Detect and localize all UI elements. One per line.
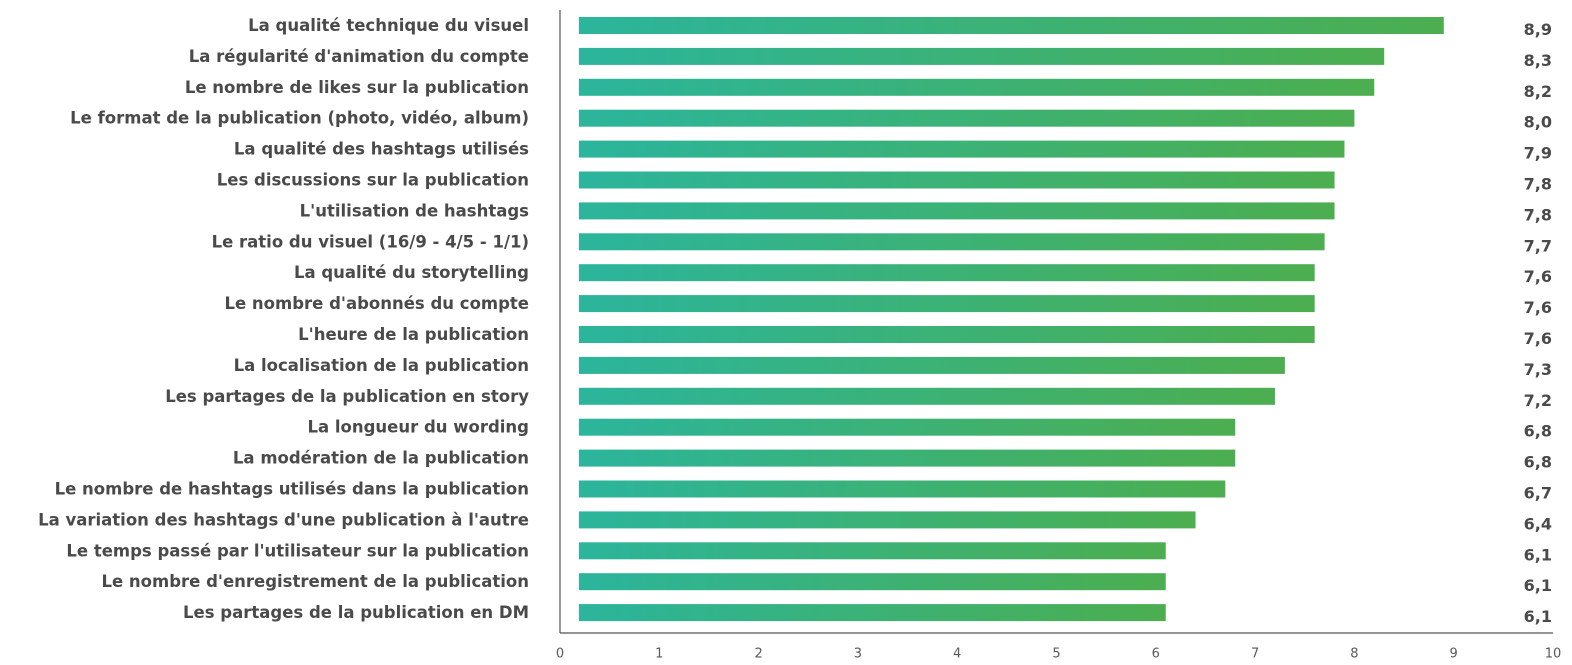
value-label: 7,8 xyxy=(1524,175,1552,194)
x-tick-label: 5 xyxy=(1052,647,1060,662)
category-label: La régularité d'animation du compte xyxy=(189,47,529,66)
x-tick-labels: 0 1 2 3 4 5 6 7 8 9 10 xyxy=(556,647,1561,662)
bar xyxy=(579,449,1236,467)
value-label: 7,8 xyxy=(1524,205,1552,224)
bar xyxy=(579,326,1315,343)
bar xyxy=(579,387,1275,405)
value-label: 7,6 xyxy=(1524,329,1552,348)
category-label: Le nombre de likes sur la publication xyxy=(185,78,529,97)
bar xyxy=(579,542,1166,560)
category-label: L'heure de la publication xyxy=(298,325,529,344)
category-label: La longueur du wording xyxy=(307,418,529,437)
bar xyxy=(579,171,1335,189)
bars xyxy=(579,17,1444,622)
value-label: 7,3 xyxy=(1524,360,1552,379)
category-label: Le nombre d'enregistrement de la publica… xyxy=(101,572,529,591)
bar xyxy=(579,264,1315,282)
x-tick-label: 8 xyxy=(1350,647,1358,662)
category-label: La qualité des hashtags utilisés xyxy=(234,140,529,159)
bar xyxy=(579,418,1236,436)
x-tick-label: 7 xyxy=(1251,647,1259,662)
value-label: 6,7 xyxy=(1524,484,1552,503)
bar xyxy=(579,17,1444,34)
bar xyxy=(579,47,1385,65)
x-tick-label: 6 xyxy=(1152,647,1160,662)
category-label: La qualité du storytelling xyxy=(294,263,529,282)
bar xyxy=(579,295,1315,313)
bar xyxy=(579,356,1285,374)
value-label: 6,1 xyxy=(1524,576,1552,595)
category-label: Le format de la publication (photo, vidé… xyxy=(70,109,529,128)
value-labels: 8,9 8,3 8,2 8,0 7,9 7,8 7,8 7,7 7,6 7,6 7,6 7,3 7,2 6… xyxy=(1524,20,1552,626)
value-label: 7,6 xyxy=(1524,267,1552,286)
category-label: Le temps passé par l'utilisateur sur la … xyxy=(66,541,529,560)
bar xyxy=(579,573,1166,591)
category-label: L'utilisation de hashtags xyxy=(300,201,530,220)
value-label: 7,6 xyxy=(1524,298,1552,317)
value-label: 6,1 xyxy=(1524,607,1552,626)
bar xyxy=(579,109,1355,127)
value-label: 7,9 xyxy=(1524,144,1552,163)
value-label: 8,3 xyxy=(1524,51,1552,70)
category-label: La modération de la publication xyxy=(233,449,529,468)
category-label: La localisation de la publication xyxy=(234,356,529,375)
x-tick-label: 9 xyxy=(1450,647,1458,662)
category-label: Les discussions sur la publication xyxy=(217,171,529,190)
x-tick-label: 2 xyxy=(754,647,762,662)
value-label: 6,8 xyxy=(1524,453,1552,472)
category-label: Le ratio du visuel (16/9 - 4/5 - 1/1) xyxy=(212,232,529,251)
value-label: 8,9 xyxy=(1524,20,1552,39)
category-label: Les partages de la publication en DM xyxy=(183,603,529,622)
value-label: 7,7 xyxy=(1524,236,1552,255)
bar xyxy=(579,233,1325,251)
x-tick-label: 0 xyxy=(556,647,564,662)
axes xyxy=(559,10,1553,634)
value-label: 6,1 xyxy=(1524,545,1552,564)
bar xyxy=(579,604,1166,622)
bar xyxy=(579,78,1375,96)
value-label: 6,4 xyxy=(1524,514,1552,533)
category-label: Les partages de la publication en story xyxy=(165,387,529,406)
category-label: La qualité technique du visuel xyxy=(248,16,529,35)
bar xyxy=(579,511,1196,529)
x-tick-label: 1 xyxy=(655,647,663,662)
value-label: 8,2 xyxy=(1524,82,1552,101)
x-tick-label: 10 xyxy=(1545,647,1562,662)
category-label: La variation des hashtags d'une publicat… xyxy=(38,510,529,529)
value-label: 6,8 xyxy=(1524,422,1552,441)
bar xyxy=(579,202,1335,220)
bar xyxy=(579,140,1345,158)
x-tick-label: 4 xyxy=(953,647,961,662)
x-tick-label: 3 xyxy=(854,647,862,662)
category-label: Le nombre d'abonnés du compte xyxy=(224,294,529,313)
bar xyxy=(579,480,1226,498)
value-label: 7,2 xyxy=(1524,391,1552,410)
category-label: Le nombre de hashtags utilisés dans la p… xyxy=(55,480,529,499)
category-labels: La qualité technique du visuel La régular… xyxy=(38,16,529,622)
value-label: 8,0 xyxy=(1524,113,1552,132)
